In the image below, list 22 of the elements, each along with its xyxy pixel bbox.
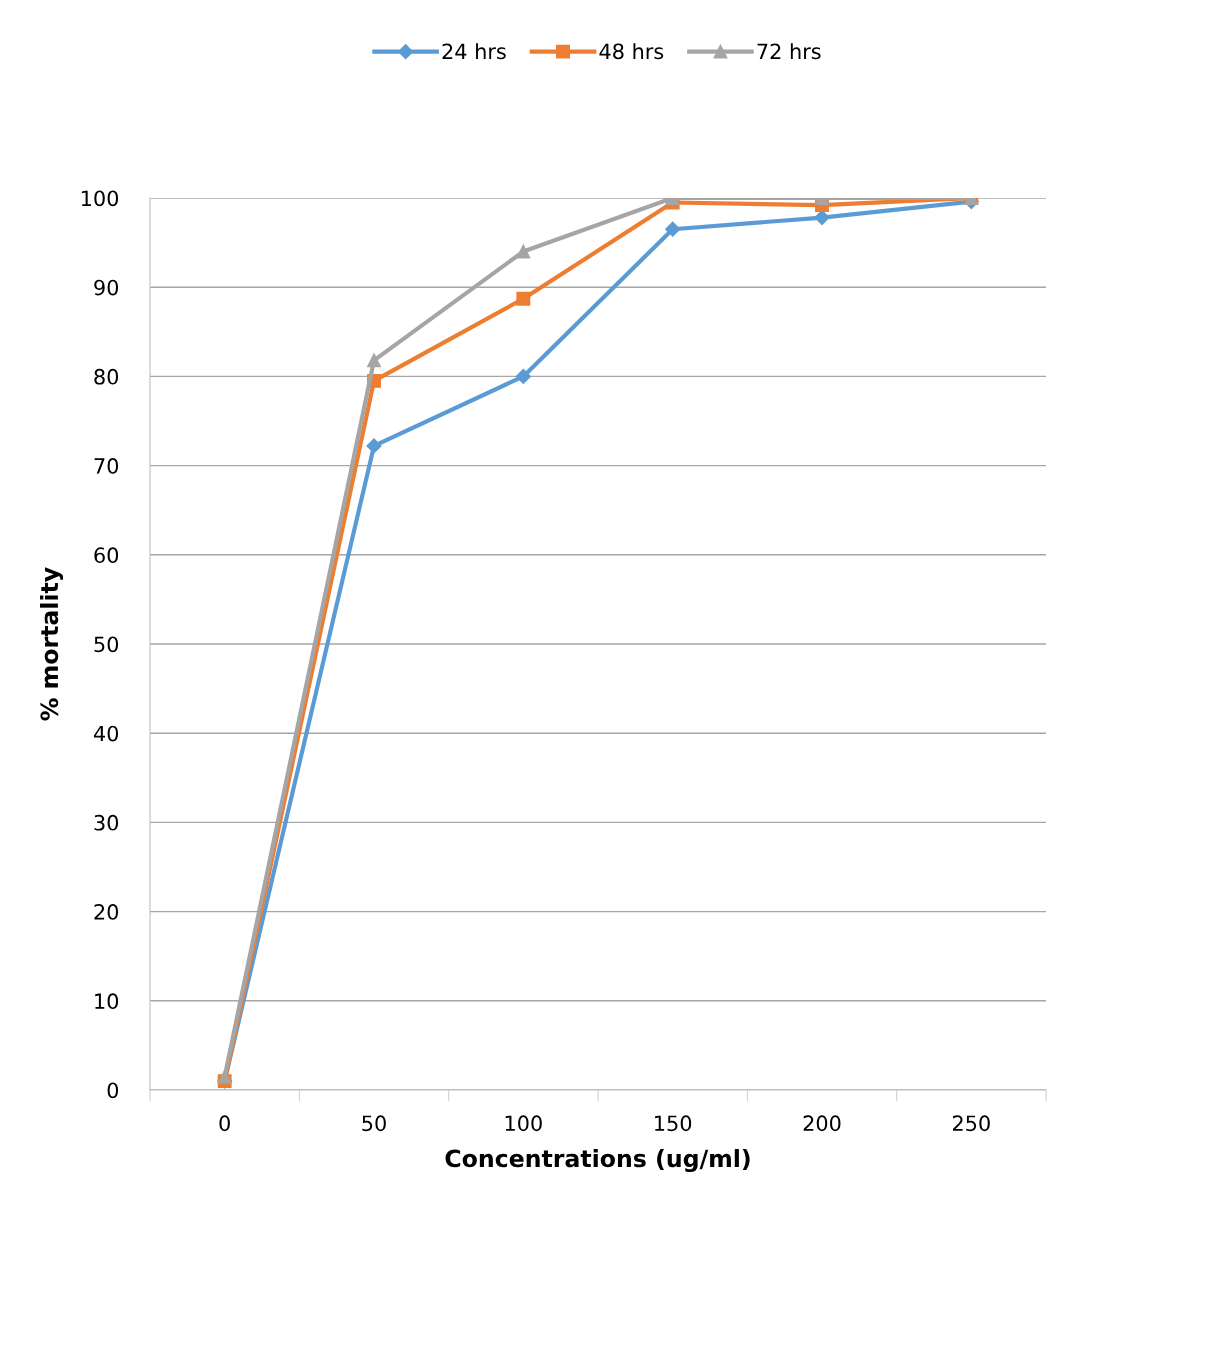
x-tick-label: 50 — [362, 1115, 386, 1132]
y-tick-label: 90 — [94, 279, 119, 296]
x-tick-label: 0 — [219, 1115, 230, 1132]
y-tick-label: 40 — [93, 725, 119, 742]
x-axis-title: Concentrations (ug/ml) — [445, 1149, 750, 1173]
y-tick-label: 70 — [94, 458, 119, 474]
legend-label: 48 hrs — [599, 43, 664, 60]
y-tick-label: 10 — [95, 993, 119, 1010]
y-tick-label: 0 — [107, 1082, 119, 1099]
x-tick-label: 200 — [803, 1115, 841, 1132]
y-tick-label: 80 — [94, 368, 119, 385]
y-tick-label: 30 — [94, 814, 119, 831]
y-tick-label: 20 — [94, 904, 119, 920]
y-tick-label: 60 — [94, 547, 119, 564]
legend-label: 24 hrs — [442, 43, 506, 60]
legend-label: 72 hrs — [757, 43, 821, 60]
x-tick-label: 100 — [505, 1115, 542, 1132]
x-tick-label: 150 — [655, 1115, 692, 1132]
y-tick-label: 100 — [81, 190, 119, 207]
y-axis-title: % mortality — [39, 567, 64, 721]
y-tick-label: 50 — [94, 636, 119, 653]
x-tick-label: 250 — [952, 1115, 990, 1132]
